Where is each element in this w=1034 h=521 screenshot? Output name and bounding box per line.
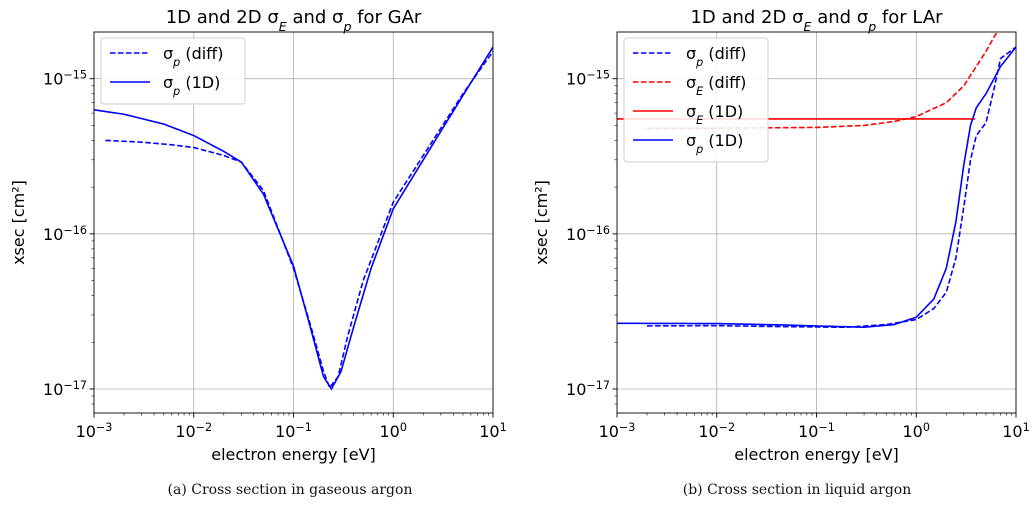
chart-title: 1D and 2D σE and σp for GAr <box>166 7 422 34</box>
series-layer <box>94 46 493 391</box>
series-line-0 <box>647 46 1016 329</box>
x-tick-label: 10−3 <box>599 421 636 442</box>
legend-label: σE (1D) <box>686 102 743 127</box>
x-tick-label: 10−1 <box>798 421 835 442</box>
y-axis-label: xsec [cm²] <box>9 180 28 265</box>
series-line-3 <box>617 46 1016 329</box>
y-tick-label: 10−16 <box>566 223 610 244</box>
x-tick-label: 100 <box>903 421 930 442</box>
series-line-1 <box>647 32 999 129</box>
x-tick-label: 10−3 <box>76 421 113 442</box>
legend-label: σp (diff) <box>686 44 746 69</box>
x-tick-label: 10−1 <box>275 421 312 442</box>
x-tick-label: 101 <box>479 421 506 442</box>
x-tick-label: 100 <box>380 421 407 442</box>
y-tick-label: 10−16 <box>43 223 87 244</box>
caption-gaseous-argon: (a) Cross section in gaseous argon <box>167 482 413 498</box>
legend-label: σp (diff) <box>163 44 223 69</box>
legend-box <box>623 37 769 163</box>
legend-label: σp (1D) <box>686 131 743 156</box>
x-tick-label: 101 <box>1002 421 1029 442</box>
y-tick-label: 10−15 <box>43 68 87 89</box>
y-tick-label: 10−17 <box>566 378 610 399</box>
x-axis-label: electron energy [eV] <box>211 445 376 464</box>
panel-gar: 10−3 10−2 10−1 100 101 10−17 10−16 10−15 1D and … <box>9 7 507 464</box>
x-axis-label: electron energy [eV] <box>734 445 899 464</box>
y-tick-label: 10−15 <box>566 68 610 89</box>
caption-liquid-argon: (b) Cross section in liquid argon <box>682 482 912 498</box>
y-tick-label: 10−17 <box>43 378 87 399</box>
legend-box <box>100 37 246 105</box>
x-tick-label: 10−2 <box>175 421 212 442</box>
series-line-1 <box>94 46 493 391</box>
chart-title: 1D and 2D σE and σp for LAr <box>690 7 943 34</box>
legend-label: σE (diff) <box>686 73 746 98</box>
legend-label: σp (1D) <box>163 73 220 98</box>
panel-lar: 10−3 10−2 10−1 100 101 10−17 10−16 10−15 1D and … <box>532 7 1030 464</box>
series-line-0 <box>105 50 493 390</box>
x-tick-label: 10−2 <box>698 421 735 442</box>
y-axis-label: xsec [cm²] <box>532 180 551 265</box>
